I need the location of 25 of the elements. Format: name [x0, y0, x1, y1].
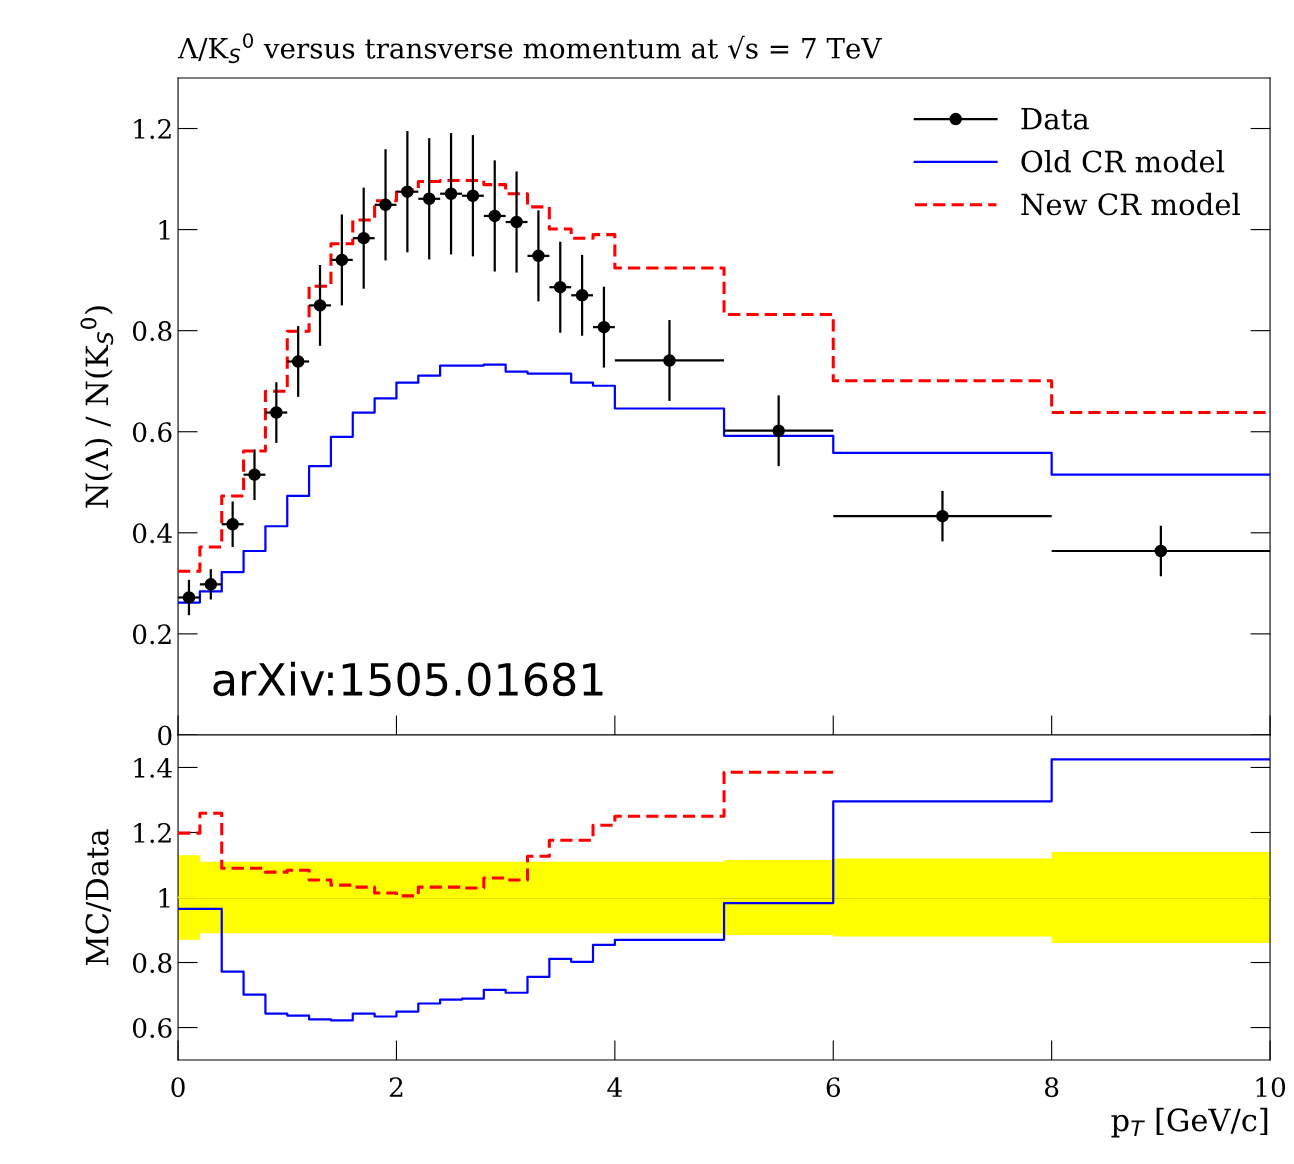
x-tick-label: 6: [826, 1077, 840, 1098]
annotation: arXiv:1505.01681: [213, 661, 603, 697]
x-tick-label: 8: [1045, 1077, 1059, 1098]
y-axis-title: MC/Data: [85, 829, 112, 966]
x-tick-label: 4: [607, 1077, 622, 1097]
legend-label: Data: [1021, 108, 1089, 130]
y-tick-label: 1.2: [134, 822, 171, 843]
y-tick-label: 0.2: [132, 624, 171, 645]
y-tick-label: 0.6: [132, 422, 172, 443]
y-tick-label: 0.8: [132, 952, 172, 973]
x-axis-title: p$_{T}$ [GeV/c]: [1111, 1107, 1268, 1138]
legend-label: New CR model: [1021, 192, 1241, 216]
legend-label: Old CR model: [1021, 149, 1225, 173]
y-tick-label: 0.8: [132, 321, 172, 342]
y-tick-label: 1.4: [134, 757, 172, 778]
y-tick-label: 1: [159, 220, 170, 240]
x-tick-label: 2: [389, 1077, 403, 1097]
y-tick-label: 0.4: [132, 523, 172, 544]
y-tick-label: 1: [159, 887, 170, 908]
chart-title: Λ/K$_{S}$$^{0}$ versus transverse momentum at √s = 7 TeV: [177, 33, 882, 64]
y-axis-title: N(Λ) / N(K$_{S}$$^{0}$): [80, 306, 114, 508]
y-tick-label: 0: [158, 725, 172, 746]
x-tick-label: 10: [1256, 1077, 1286, 1098]
y-tick-label: 0.6: [132, 1017, 172, 1038]
y-tick-label: 1.2: [134, 118, 171, 139]
